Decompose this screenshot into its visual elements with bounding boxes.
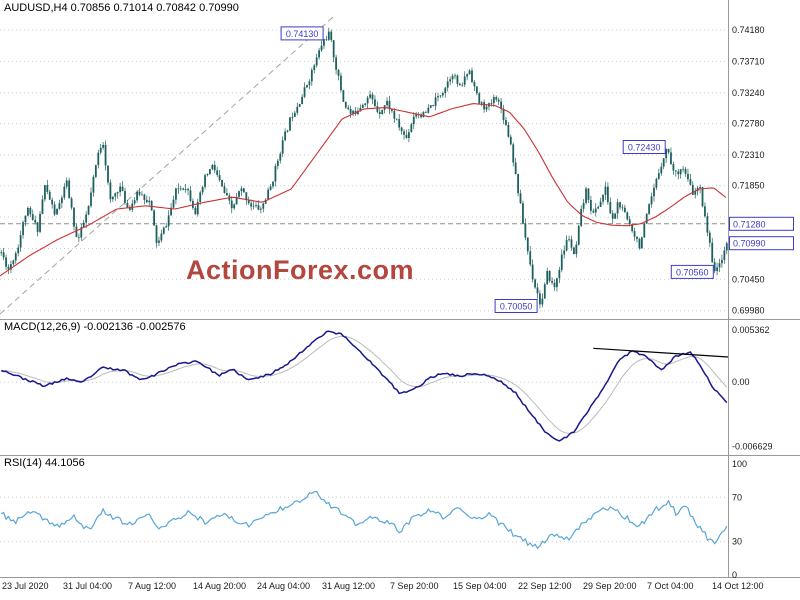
macd-signal-line bbox=[1, 335, 728, 434]
macd-trendline bbox=[593, 347, 729, 358]
price-annotation: 0.74130 bbox=[280, 26, 324, 41]
svg-text:24 Aug 04:00: 24 Aug 04:00 bbox=[257, 581, 310, 591]
svg-text:0.74130: 0.74130 bbox=[286, 29, 319, 39]
rising-trendline bbox=[0, 16, 334, 315]
svg-text:0.69980: 0.69980 bbox=[732, 306, 765, 316]
svg-text:0: 0 bbox=[732, 570, 737, 580]
svg-text:7 Aug 12:00: 7 Aug 12:00 bbox=[128, 581, 176, 591]
svg-text:0.70450: 0.70450 bbox=[732, 274, 765, 284]
macd-line bbox=[0, 330, 728, 442]
axis-price-box: 0.71280 bbox=[729, 216, 794, 231]
svg-text:0.72780: 0.72780 bbox=[732, 119, 765, 129]
moving-average-line bbox=[0, 103, 727, 277]
svg-text:14 Aug 20:00: 14 Aug 20:00 bbox=[193, 581, 246, 591]
svg-text:0.71850: 0.71850 bbox=[732, 181, 765, 191]
svg-text:0.73240: 0.73240 bbox=[732, 88, 765, 98]
panel-separators bbox=[0, 0, 800, 578]
symbol-ohlc-header: AUDUSD,H4 0.70856 0.71014 0.70842 0.7099… bbox=[4, 2, 239, 14]
svg-text:0.72430: 0.72430 bbox=[628, 143, 661, 153]
rsi-line bbox=[0, 490, 728, 550]
price-annotation: 0.70560 bbox=[670, 264, 714, 279]
svg-text:0.73710: 0.73710 bbox=[732, 56, 765, 66]
axis-price-box: 0.70990 bbox=[729, 236, 794, 251]
svg-text:7 Oct 04:00: 7 Oct 04:00 bbox=[647, 581, 694, 591]
svg-text:70: 70 bbox=[732, 492, 742, 502]
svg-text:0.70050: 0.70050 bbox=[500, 302, 533, 312]
svg-text:30: 30 bbox=[732, 537, 742, 547]
x-axis: 23 Jul 2020 31 Jul 04:00 7 Aug 12:00 14 Aug… bbox=[2, 581, 764, 591]
svg-text:0.74180: 0.74180 bbox=[732, 25, 765, 35]
svg-text:0.71280: 0.71280 bbox=[733, 219, 766, 229]
svg-text:7 Sep 20:00: 7 Sep 20:00 bbox=[390, 581, 439, 591]
svg-text:0.70990: 0.70990 bbox=[733, 239, 766, 249]
svg-text:22 Sep 12:00: 22 Sep 12:00 bbox=[518, 581, 572, 591]
macd-indicator-header: MACD(12,26,9) -0.002136 -0.002576 bbox=[4, 321, 186, 333]
svg-text:31 Jul 04:00: 31 Jul 04:00 bbox=[63, 581, 112, 591]
candle-series bbox=[0, 27, 728, 309]
grid-layer bbox=[0, 29, 728, 543]
svg-text:0.72310: 0.72310 bbox=[732, 150, 765, 160]
svg-text:-0.006629: -0.006629 bbox=[732, 442, 773, 452]
svg-text:100: 100 bbox=[732, 459, 747, 469]
svg-text:0.00: 0.00 bbox=[732, 377, 750, 387]
watermark: ActionForex.com bbox=[185, 255, 415, 285]
svg-text:0.005362: 0.005362 bbox=[732, 325, 770, 335]
price-annotation: 0.70050 bbox=[494, 299, 538, 313]
svg-text:15 Sep 04:00: 15 Sep 04:00 bbox=[453, 581, 507, 591]
svg-text:14 Oct 12:00: 14 Oct 12:00 bbox=[712, 581, 764, 591]
svg-text:31 Aug 12:00: 31 Aug 12:00 bbox=[322, 581, 375, 591]
y-axis: 0.74180 0.73710 0.73240 0.72780 0.72310 0.718… bbox=[732, 25, 773, 580]
rsi-indicator-header: RSI(14) 44.1056 bbox=[4, 457, 85, 469]
svg-text:0.70560: 0.70560 bbox=[676, 267, 709, 277]
svg-text:29 Sep 20:00: 29 Sep 20:00 bbox=[583, 581, 637, 591]
svg-text:23 Jul 2020: 23 Jul 2020 bbox=[2, 581, 49, 591]
price-annotation: 0.72430 bbox=[622, 140, 666, 154]
